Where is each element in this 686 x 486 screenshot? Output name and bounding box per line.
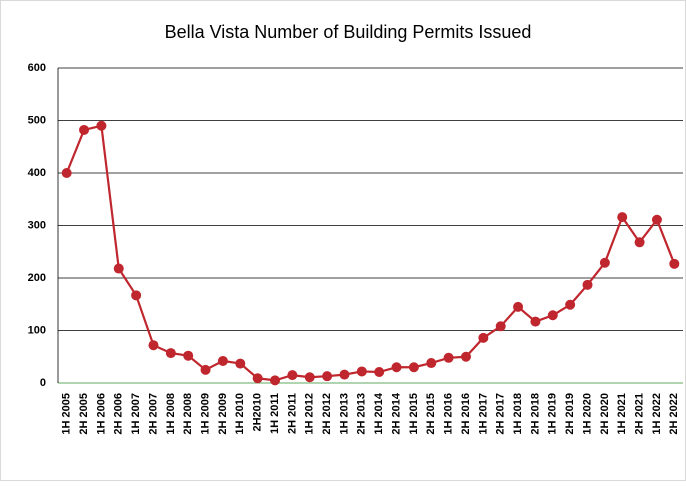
x-tick-label: 2H 2020 [599, 393, 611, 435]
x-tick-label: 1H 2009 [199, 393, 211, 435]
marker [565, 299, 576, 310]
x-tick-label: 2H 2019 [564, 393, 576, 435]
x-tick-label: 1H 2022 [651, 393, 663, 435]
x-tick-label: 2H 2008 [182, 393, 194, 435]
marker [669, 258, 680, 269]
x-tick-label: 2H 2014 [390, 392, 402, 434]
x-tick-label: 2H 2006 [113, 393, 125, 435]
marker [339, 369, 350, 380]
marker [252, 373, 263, 384]
x-tick-label: 1H 2020 [581, 393, 593, 435]
marker [183, 350, 194, 361]
x-tick-label: 2H 2005 [78, 393, 90, 435]
y-tick-label: 0 [40, 377, 46, 389]
marker [270, 375, 281, 386]
x-tick-label: 2H 2012 [321, 393, 333, 435]
chart-title: Bella Vista Number of Building Permits I… [165, 22, 532, 42]
x-tick-label: 1H 2014 [373, 392, 385, 434]
marker [287, 370, 298, 381]
marker [356, 366, 367, 377]
x-tick-label: 2H 2009 [217, 393, 229, 435]
marker [165, 348, 176, 359]
y-tick-label: 200 [28, 272, 46, 284]
x-tick-label: 1H 2018 [512, 393, 524, 435]
x-tick-label: 2H 2007 [147, 393, 159, 435]
marker [148, 340, 159, 351]
marker [547, 310, 558, 321]
marker [235, 358, 246, 369]
x-tick-label: 1H 2010 [234, 393, 246, 435]
x-tick-label: 2H 2017 [495, 393, 507, 435]
marker [113, 263, 124, 274]
marker [391, 362, 402, 373]
y-tick-label: 100 [28, 324, 46, 336]
marker [651, 214, 662, 225]
x-tick-label: 2H2010 [252, 393, 264, 432]
x-tick-label: 1H 2021 [616, 393, 628, 435]
x-tick-label: 1H 2005 [61, 393, 73, 435]
marker [599, 257, 610, 268]
marker [304, 372, 315, 383]
marker [582, 279, 593, 290]
x-tick-label: 1H 2015 [408, 393, 420, 435]
x-tick-label: 2H 2018 [529, 393, 541, 435]
marker [374, 366, 385, 377]
x-tick-label: 1H 2012 [304, 393, 316, 435]
x-tick-label: 1H 2008 [165, 393, 177, 435]
x-tick-label: 2H 2013 [356, 393, 368, 435]
y-tick-label: 300 [28, 219, 46, 231]
y-tick-label: 600 [28, 62, 46, 74]
x-tick-label: 2H 2015 [425, 393, 437, 435]
marker [617, 212, 628, 223]
marker [495, 321, 506, 332]
marker [478, 332, 489, 343]
marker [460, 351, 471, 362]
y-tick-label: 500 [28, 114, 46, 126]
marker [217, 355, 228, 366]
marker [530, 316, 541, 327]
x-tick-label: 2H 2021 [634, 393, 646, 435]
x-tick-label: 1H 2017 [477, 393, 489, 435]
y-tick-label: 400 [28, 167, 46, 179]
x-tick-label: 2H 2011 [286, 393, 298, 434]
x-tick-label: 1H 2019 [547, 393, 559, 435]
marker [322, 371, 333, 382]
x-tick-label: 2H 2022 [668, 393, 680, 435]
x-tick-label: 1H 2013 [338, 393, 350, 435]
x-tick-label: 1H 2006 [95, 393, 107, 435]
marker [443, 352, 454, 363]
marker [79, 124, 90, 135]
x-tick-label: 2H 2016 [460, 393, 472, 435]
marker [131, 290, 142, 301]
x-tick-label: 1H 2007 [130, 393, 142, 435]
marker [426, 358, 437, 369]
marker [408, 362, 419, 373]
x-tick-label: 1H 2011 [269, 393, 281, 434]
marker [513, 301, 524, 312]
x-tick-label: 1H 2016 [443, 393, 455, 435]
marker [634, 237, 645, 248]
marker [96, 120, 107, 131]
marker [200, 364, 211, 375]
marker [61, 168, 72, 178]
